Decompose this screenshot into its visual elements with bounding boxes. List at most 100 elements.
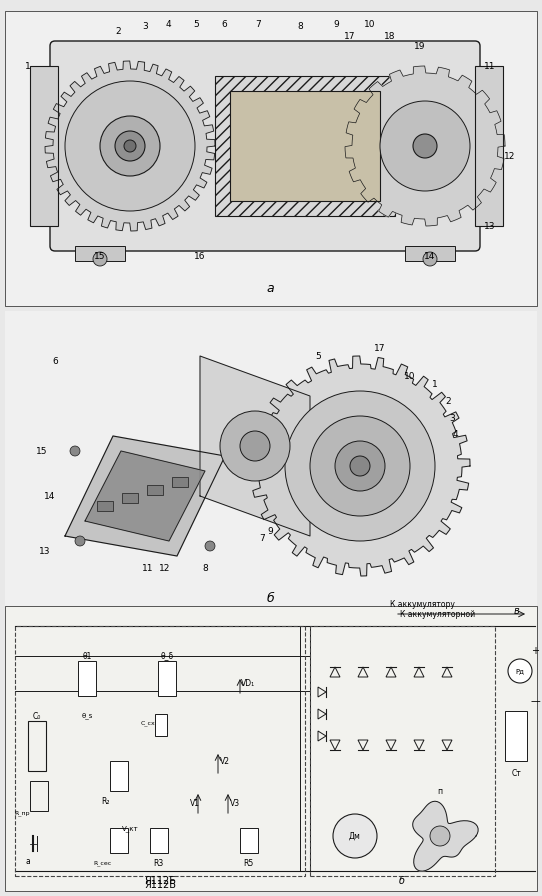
Text: 19: 19 xyxy=(414,41,426,50)
Text: 11: 11 xyxy=(484,62,496,71)
Text: 14: 14 xyxy=(44,492,56,501)
Text: в: в xyxy=(513,606,519,616)
Text: V3: V3 xyxy=(230,798,240,807)
Text: 6: 6 xyxy=(221,20,227,29)
Text: 6: 6 xyxy=(52,357,58,366)
Text: —: — xyxy=(530,696,540,706)
Polygon shape xyxy=(345,66,505,226)
Text: 7: 7 xyxy=(255,20,261,29)
Bar xyxy=(30,781,48,811)
Text: 14: 14 xyxy=(424,252,436,261)
Text: К аккумуляторной: К аккумуляторной xyxy=(400,609,475,618)
Bar xyxy=(240,828,258,853)
Circle shape xyxy=(220,411,290,481)
Polygon shape xyxy=(85,451,205,541)
Circle shape xyxy=(75,536,85,546)
Text: 3: 3 xyxy=(142,22,148,30)
Polygon shape xyxy=(200,356,310,536)
Text: R5: R5 xyxy=(243,858,253,867)
Text: V1: V1 xyxy=(190,798,200,807)
Circle shape xyxy=(423,252,437,266)
Bar xyxy=(158,661,176,696)
Text: R₂: R₂ xyxy=(101,797,109,806)
Circle shape xyxy=(70,446,80,456)
Bar xyxy=(122,493,138,503)
Bar xyxy=(97,501,113,511)
Bar xyxy=(28,721,46,771)
Text: θ_δ: θ_δ xyxy=(160,651,173,660)
Text: θ_s: θ_s xyxy=(81,712,93,719)
Text: 3: 3 xyxy=(449,413,455,423)
Bar xyxy=(172,477,188,487)
Text: Я112Б: Я112Б xyxy=(144,880,176,890)
Polygon shape xyxy=(412,801,478,871)
Circle shape xyxy=(93,252,107,266)
Text: Дм: Дм xyxy=(349,831,361,840)
Text: R_пр: R_пр xyxy=(14,810,30,816)
Text: 4: 4 xyxy=(165,20,171,29)
Bar xyxy=(5,606,537,891)
Circle shape xyxy=(115,131,145,161)
Bar xyxy=(405,246,455,261)
Text: 11: 11 xyxy=(142,564,154,573)
Bar xyxy=(110,828,128,853)
Bar xyxy=(310,626,495,876)
Text: б: б xyxy=(266,591,274,605)
Text: 18: 18 xyxy=(384,31,396,40)
Bar xyxy=(5,311,537,606)
Bar xyxy=(475,66,503,226)
Polygon shape xyxy=(250,356,470,576)
Text: V2: V2 xyxy=(220,756,230,765)
Polygon shape xyxy=(45,61,215,231)
Text: 10: 10 xyxy=(404,372,416,381)
Bar xyxy=(215,76,395,216)
Text: 10: 10 xyxy=(364,20,376,29)
Text: 2: 2 xyxy=(115,27,121,36)
Text: 8: 8 xyxy=(297,22,303,30)
Text: 17: 17 xyxy=(374,343,386,352)
Text: Ст: Ст xyxy=(511,769,521,778)
Bar xyxy=(75,246,125,261)
Bar xyxy=(230,91,380,201)
Text: 13: 13 xyxy=(39,547,51,556)
Text: 4: 4 xyxy=(452,429,458,438)
Circle shape xyxy=(380,101,470,191)
Circle shape xyxy=(240,431,270,461)
Text: 1: 1 xyxy=(25,62,31,71)
Circle shape xyxy=(413,134,437,158)
Bar xyxy=(15,626,305,876)
Text: 9: 9 xyxy=(267,527,273,536)
Circle shape xyxy=(430,826,450,846)
Text: 2: 2 xyxy=(445,397,451,406)
Text: 15: 15 xyxy=(94,252,106,261)
Text: 9: 9 xyxy=(333,20,339,29)
Polygon shape xyxy=(65,436,225,556)
Text: 8: 8 xyxy=(202,564,208,573)
Text: б: б xyxy=(399,876,405,886)
Circle shape xyxy=(508,659,532,683)
Text: 13: 13 xyxy=(484,221,496,230)
Circle shape xyxy=(205,541,215,551)
Bar xyxy=(147,485,163,495)
Text: 1: 1 xyxy=(432,380,438,389)
Text: 12: 12 xyxy=(159,564,171,573)
Text: 5: 5 xyxy=(315,351,321,360)
Circle shape xyxy=(333,814,377,858)
Circle shape xyxy=(100,116,160,176)
Bar xyxy=(150,828,168,853)
Text: 7: 7 xyxy=(259,533,265,542)
Bar xyxy=(505,711,527,761)
Circle shape xyxy=(335,441,385,491)
Circle shape xyxy=(310,416,410,516)
Text: Я112Б: Я112Б xyxy=(144,876,176,886)
Text: VD₁: VD₁ xyxy=(241,678,255,687)
Circle shape xyxy=(285,391,435,541)
Text: 15: 15 xyxy=(36,446,48,455)
Bar xyxy=(78,661,96,696)
Bar xyxy=(5,11,537,306)
Text: Рд: Рд xyxy=(515,668,525,674)
Text: 5: 5 xyxy=(193,20,199,29)
Circle shape xyxy=(124,140,136,152)
Text: +: + xyxy=(531,646,539,656)
Text: R_cec: R_cec xyxy=(94,860,112,866)
